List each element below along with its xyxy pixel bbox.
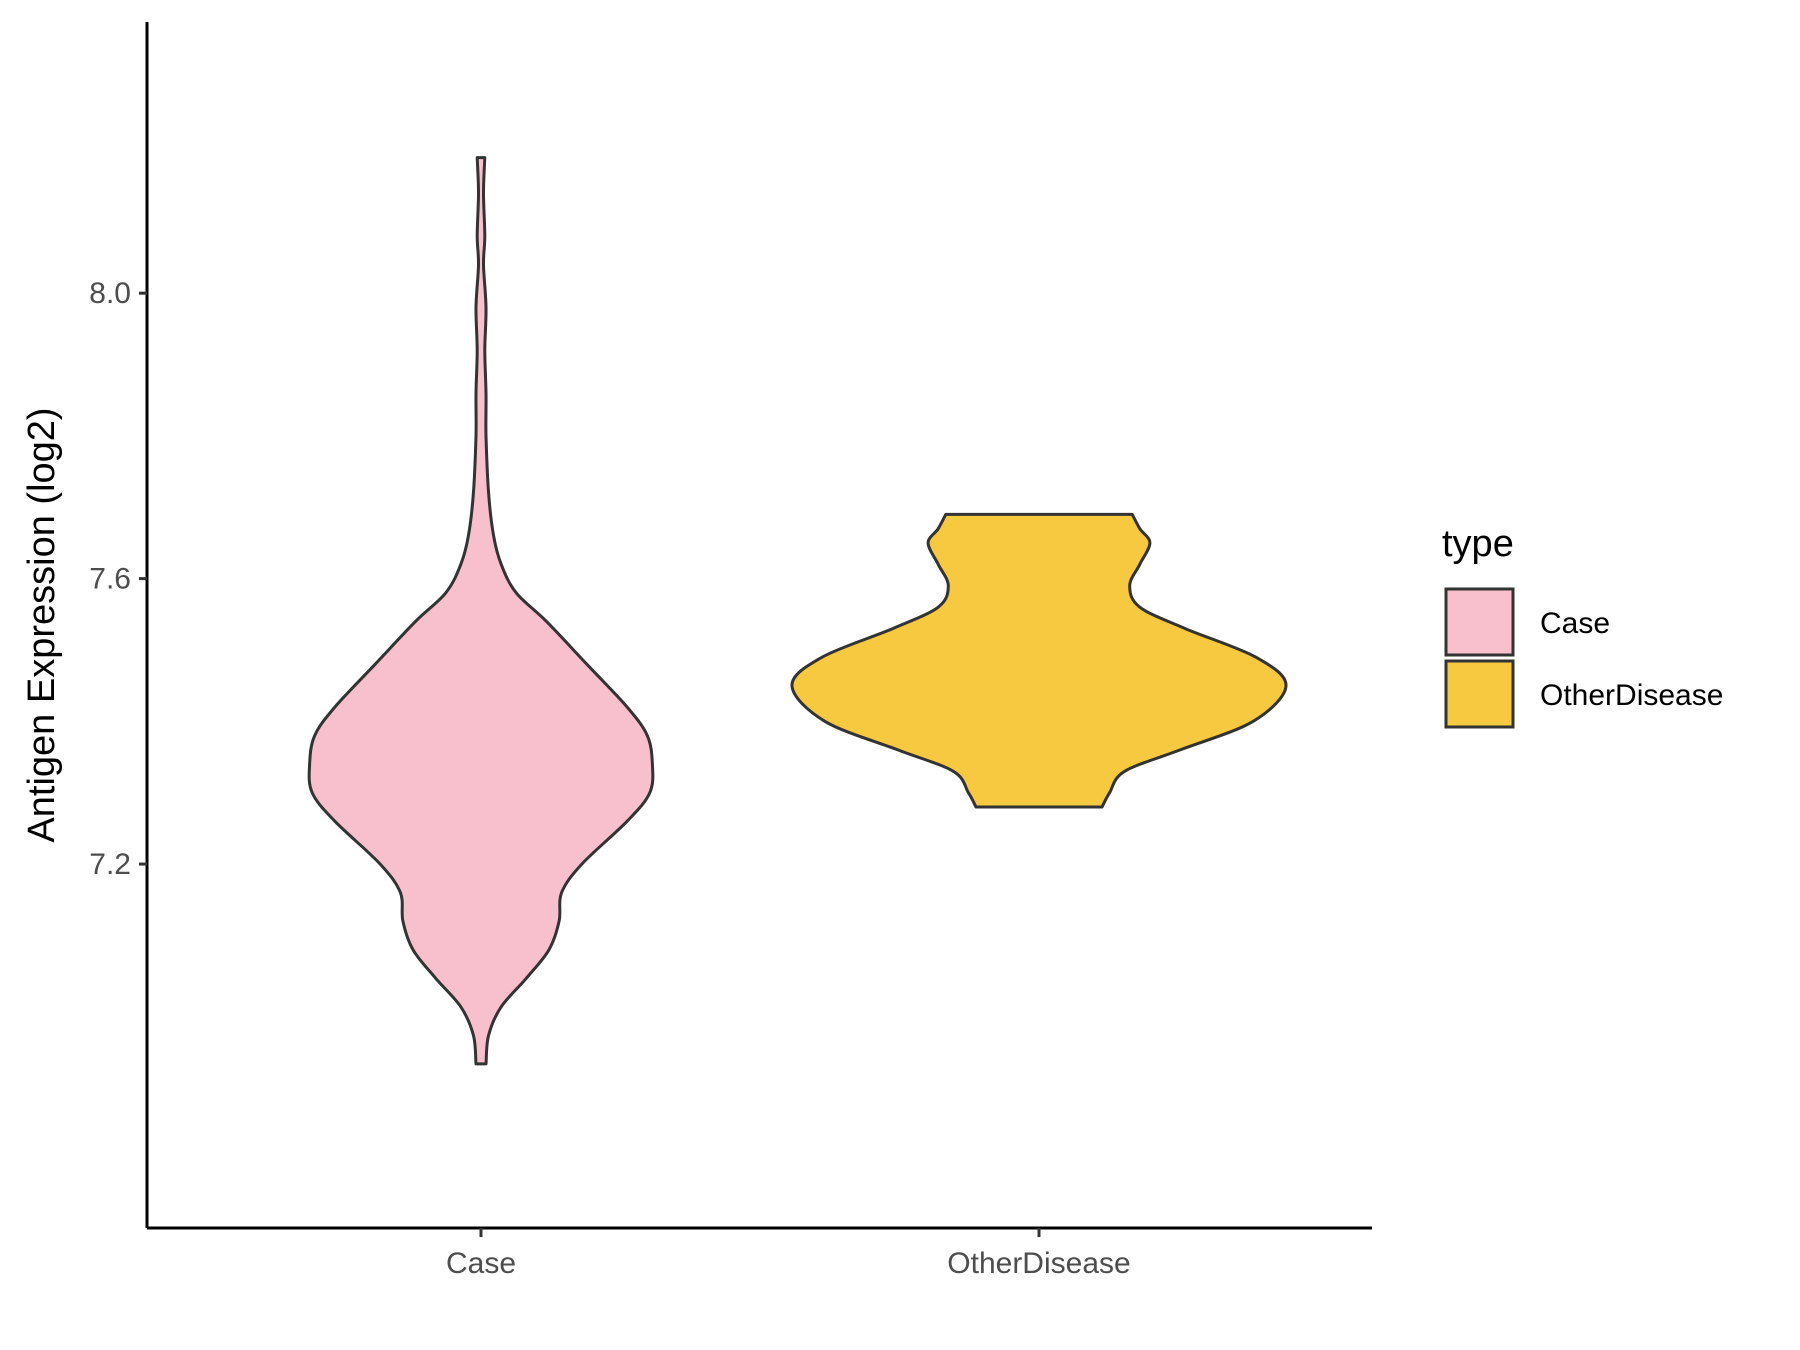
y-ticks-group: 7.2 7.6 8.0 [89, 277, 147, 881]
violin-otherdisease [790, 512, 1288, 809]
legend-swatch-case [1444, 587, 1515, 657]
y-tick-label: 8.0 [89, 277, 131, 310]
legend-label-case: Case [1540, 607, 1610, 640]
legend-label-otherdisease: OtherDisease [1540, 679, 1723, 712]
legend-swatch-otherdisease [1444, 659, 1515, 729]
violin-case [307, 156, 655, 1066]
y-tick-label: 7.6 [89, 563, 131, 596]
x-ticks-group: Case OtherDisease [446, 1228, 1131, 1280]
legend-title: type [1442, 523, 1514, 565]
x-tick-label: OtherDisease [947, 1247, 1130, 1280]
x-tick-label: Case [446, 1247, 516, 1280]
legend-entries-group: Case OtherDisease [1444, 587, 1723, 729]
violins-group [307, 156, 1288, 1066]
y-axis-title: Antigen Expression (log2) [21, 407, 63, 842]
y-tick-label: 7.2 [89, 848, 131, 881]
